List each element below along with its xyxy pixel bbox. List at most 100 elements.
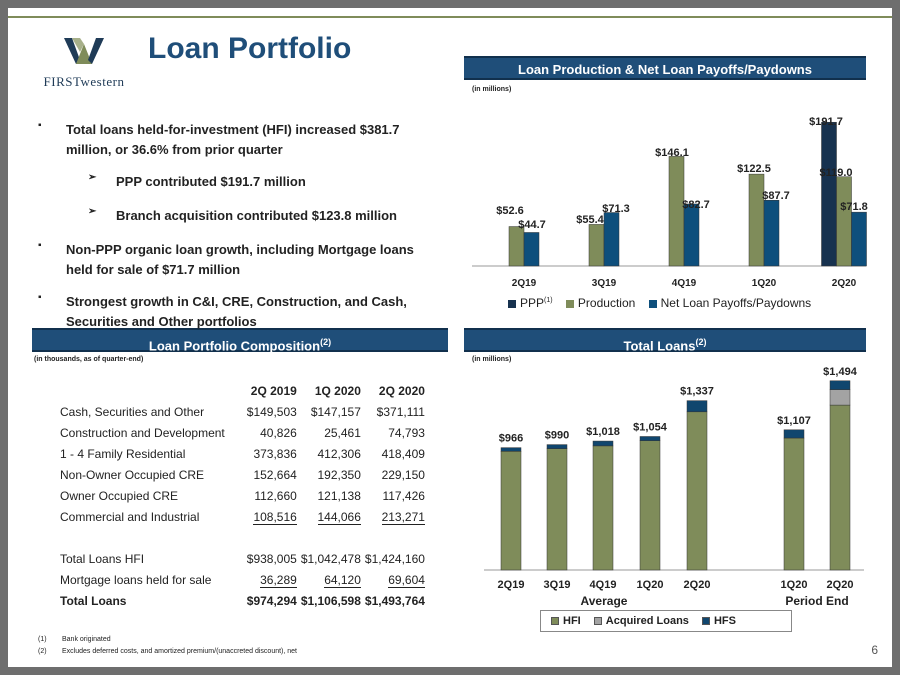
bullet-marker: ➢ [88, 172, 97, 183]
table-row: Owner Occupied CRE 112,660 121,138 117,4… [48, 485, 427, 506]
top-rule [8, 16, 892, 18]
row-label: Non-Owner Occupied CRE [60, 467, 205, 482]
bar-production [836, 176, 852, 267]
table-header-row: 2Q 2019 1Q 2020 2Q 2020 [48, 380, 427, 401]
x-tick-label: 2Q19 [498, 579, 525, 591]
bar-hfs [639, 436, 661, 441]
cell: 40,826 [260, 425, 297, 440]
bar-ppp [821, 121, 837, 267]
footnote-text: Bank originated [62, 636, 111, 643]
table-header: 2Q 2019 [250, 383, 297, 398]
bar-hfs [546, 444, 568, 449]
x-tick-label: 2Q19 [512, 278, 537, 289]
x-tick-label: 3Q19 [544, 579, 571, 591]
x-tick-label: 1Q20 [637, 579, 664, 591]
bar-net-loan-payoffs-paydowns [851, 211, 867, 267]
bar-hfi [639, 440, 661, 571]
table-row-hfs: Mortgage loans held for sale 36,289 64,1… [48, 569, 427, 590]
bar-hfi [592, 445, 614, 571]
bar-production [748, 173, 765, 267]
legend-item-hfi: HFI [551, 611, 581, 631]
production-chart: 2Q19 3Q19 4Q19 1Q20 2Q20 $191.7 $52.6 $55.4 $146… [472, 116, 868, 289]
page-number: 6 [871, 643, 878, 657]
legend-swatch [648, 299, 657, 308]
bar-hfs [500, 447, 522, 452]
production-legend: PPP(1) Production Net Loan Payoffs/Paydo… [508, 296, 821, 310]
cell: 64,120 [299, 569, 363, 590]
data-label-total: $1,494 [823, 366, 858, 378]
bullet-text: Strongest growth in C&I, CRE, Constructi… [66, 294, 407, 329]
cell: 144,066 [299, 506, 363, 527]
data-label-total: $1,018 [586, 426, 620, 438]
row-label: 1 - 4 Family Residential [60, 446, 186, 461]
bar-hfi [500, 451, 522, 571]
logo-w-icon [64, 38, 104, 64]
cell: $147,157 [310, 404, 361, 419]
slide: FIRSTwestern Loan Portfolio Loan Product… [8, 8, 892, 667]
data-label: $122.5 [737, 163, 771, 175]
cell: $371,111 [376, 404, 425, 419]
legend-swatch [565, 299, 574, 308]
cell-value: 36,289 [260, 572, 297, 588]
table-row-total: Total Loans $974,294 $1,106,598 $1,493,7… [48, 590, 427, 611]
data-label: $119.0 [819, 167, 852, 179]
cell: 121,138 [317, 488, 361, 503]
cell: 418,409 [381, 446, 425, 461]
composition-table: 2Q 2019 1Q 2020 2Q 2020 Cash, Securities… [48, 380, 427, 611]
bar-net-loan-payoffs-paydowns [523, 232, 540, 267]
footnote: (1) Bank originated [38, 636, 111, 643]
x-tick-label: 4Q19 [590, 579, 617, 591]
production-chart-header: Loan Production & Net Loan Payoffs/Paydo… [464, 56, 866, 80]
group-label-average: Average [581, 594, 628, 608]
legend-label: Production [577, 296, 636, 310]
bar-net-loan-payoffs-paydowns [683, 203, 700, 267]
cell: 152,664 [253, 467, 297, 482]
bullet-text: PPP contributed $191.7 million [116, 174, 306, 189]
cell: 213,271 [363, 506, 427, 527]
x-tick-label: 4Q19 [672, 278, 697, 289]
total-loans-header: Total Loans(2) [464, 328, 866, 354]
cell: 117,426 [382, 488, 425, 503]
data-label-total: $990 [545, 430, 569, 442]
legend-item-hfs: HFS [701, 611, 736, 631]
bar-hfi [829, 404, 851, 571]
data-label: $191.7 [809, 116, 843, 128]
total-loans-title: Total Loans [623, 338, 696, 354]
footnote-num: (1) [38, 636, 47, 643]
cell: 192,350 [317, 467, 361, 482]
table-spacer [48, 527, 427, 548]
bar-hfi [546, 448, 568, 571]
row-label: Construction and Development [60, 425, 225, 440]
total-loans-chart: $966 2Q19 $990 3Q19 $1,018 4Q19 $1,054 1Q20 $1,3… [484, 366, 864, 608]
cell-value: 144,066 [317, 509, 361, 525]
legend-label: HFS [713, 615, 736, 627]
bullet-marker: ▪ [38, 240, 42, 251]
bar-production [508, 226, 525, 267]
production-chart-title: Loan Production & Net Loan Payoffs/Paydo… [518, 62, 812, 77]
company-logo: FIRSTwestern [28, 34, 140, 90]
composition-header: Loan Portfolio Composition(2) [32, 328, 448, 353]
bullet-text: Non-PPP organic loan growth, including M… [66, 242, 414, 277]
bar-hfs [783, 429, 805, 439]
x-tick-label: 1Q20 [752, 278, 777, 289]
footnote: (2) Excludes deferred costs, and amortize… [38, 648, 297, 655]
cell: 373,836 [253, 446, 297, 461]
legend-swatch [593, 617, 602, 626]
x-tick-label: 2Q20 [827, 579, 854, 591]
data-label-total: $1,107 [777, 415, 811, 427]
bar-net-loan-payoffs-paydowns [603, 212, 620, 267]
data-label: $44.7 [518, 219, 546, 231]
data-label: $82.7 [682, 199, 710, 211]
legend-item-ppp: PPP(1) [508, 296, 553, 310]
legend-swatch [508, 299, 516, 308]
table-row: 1 - 4 Family Residential 373,836 412,306… [48, 443, 427, 464]
data-label-total: $966 [499, 433, 523, 445]
legend-swatch [551, 617, 559, 626]
data-label: $87.7 [762, 190, 790, 202]
table-row: Cash, Securities and Other $149,503 $147… [48, 401, 427, 422]
legend-label: Net Loan Payoffs/Paydowns [660, 296, 812, 310]
page-title: Loan Portfolio [148, 32, 352, 65]
bullet-text: Branch acquisition contributed $123.8 mi… [116, 208, 397, 223]
cell-value: 69,604 [388, 572, 425, 588]
total-loans-legend: HFI Acquired Loans HFS [540, 610, 792, 632]
